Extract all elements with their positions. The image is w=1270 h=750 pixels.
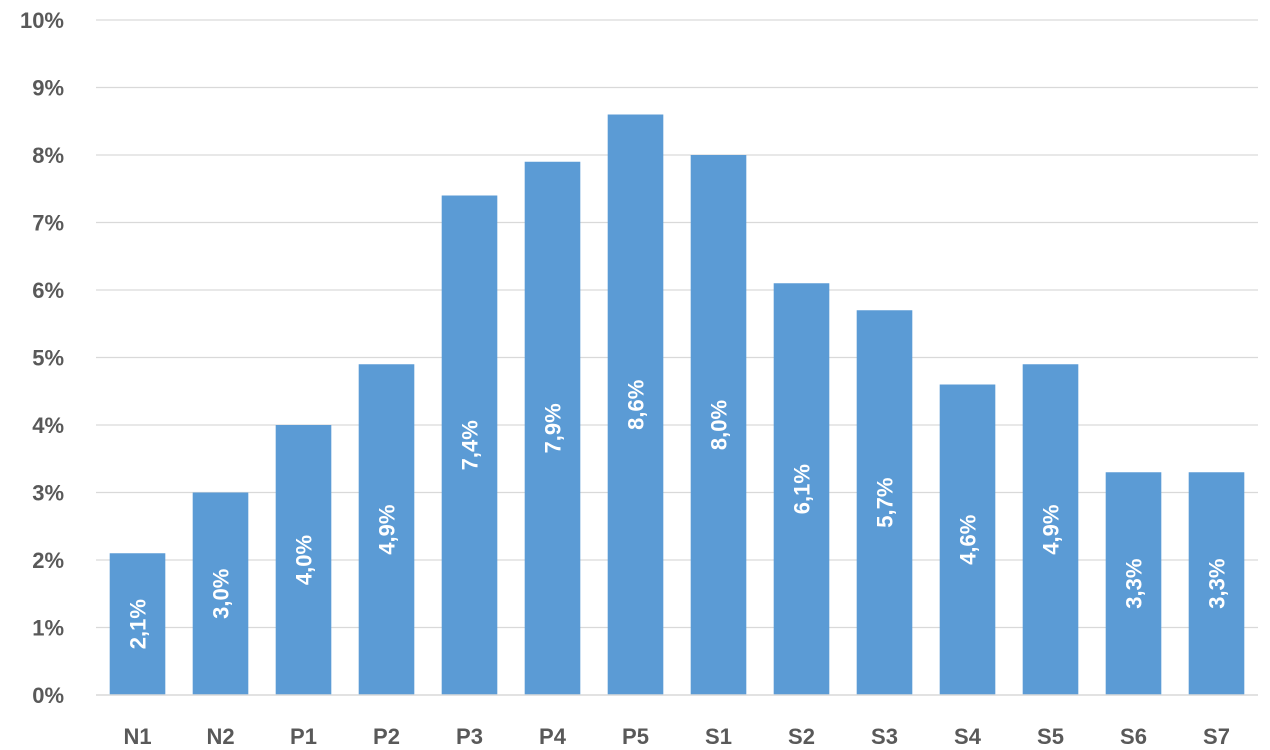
bar-n1 (109, 553, 166, 695)
x-tick-label: P3 (456, 724, 483, 749)
x-tick-label: S3 (871, 724, 898, 749)
bars (109, 114, 1245, 695)
bar-s7 (1188, 472, 1245, 695)
bar-s3 (856, 310, 913, 695)
bar-n2 (192, 492, 249, 695)
bar-p5 (607, 114, 664, 695)
data-label: 6,1% (790, 464, 815, 514)
x-tick-label: S6 (1120, 724, 1147, 749)
data-label: 3,3% (1205, 559, 1230, 609)
y-tick-label: 1% (32, 616, 64, 641)
x-tick-label: N2 (206, 724, 234, 749)
data-label: 4,0% (292, 535, 317, 585)
data-label: 4,9% (375, 505, 400, 555)
y-tick-label: 9% (32, 76, 64, 101)
data-label: 3,3% (1122, 559, 1147, 609)
data-label: 8,0% (707, 400, 732, 450)
data-label: 2,1% (126, 599, 151, 649)
x-tick-label: S2 (788, 724, 815, 749)
data-label: 4,9% (1039, 505, 1064, 555)
bar-p4 (524, 161, 581, 695)
data-label: 7,9% (541, 403, 566, 453)
y-axis-tick-labels: 0% 1% 2% 3% 4% 5% 6% 7% 8% 9% 10% (20, 8, 64, 708)
data-label: 7,4% (458, 420, 483, 470)
y-tick-label: 6% (32, 278, 64, 303)
x-tick-label: S4 (954, 724, 982, 749)
x-axis: N1 N2 P1 P2 P3 P4 P5 S1 S2 S3 S4 S5 S6 S7 (96, 694, 1258, 749)
data-label: 4,6% (956, 515, 981, 565)
x-tick-label: N1 (123, 724, 151, 749)
y-tick-label: 7% (32, 211, 64, 236)
data-label: 3,0% (209, 569, 234, 619)
x-tick-label: P4 (539, 724, 567, 749)
x-tick-label: S7 (1203, 724, 1230, 749)
bar-s2 (773, 283, 830, 695)
data-label: 5,7% (873, 478, 898, 528)
x-tick-label: S1 (705, 724, 732, 749)
data-label: 8,6% (624, 380, 649, 430)
bar-s5 (1022, 364, 1079, 695)
bar-s4 (939, 384, 996, 695)
y-tick-label: 0% (32, 683, 64, 708)
bar-p3 (441, 195, 498, 695)
bar-p1 (275, 425, 332, 695)
x-tick-label: S5 (1037, 724, 1064, 749)
y-tick-label: 4% (32, 413, 64, 438)
data-labels: 2,1% 3,0% 4,0% 4,9% 7,4% 7,9% 8,6% 8,0% 6,1% 5,7%… (126, 380, 1230, 650)
x-tick-label: P1 (290, 724, 317, 749)
y-tick-label: 3% (32, 481, 64, 506)
bar-s6 (1105, 472, 1162, 695)
y-tick-label: 8% (32, 143, 64, 168)
bar-s1 (690, 155, 747, 695)
x-tick-label: P5 (622, 724, 649, 749)
y-tick-label: 10% (20, 8, 64, 33)
x-tick-label: P2 (373, 724, 400, 749)
y-tick-label: 5% (32, 346, 64, 371)
bar-p2 (358, 364, 415, 695)
y-tick-label: 2% (32, 548, 64, 573)
gridlines (96, 19, 1258, 629)
